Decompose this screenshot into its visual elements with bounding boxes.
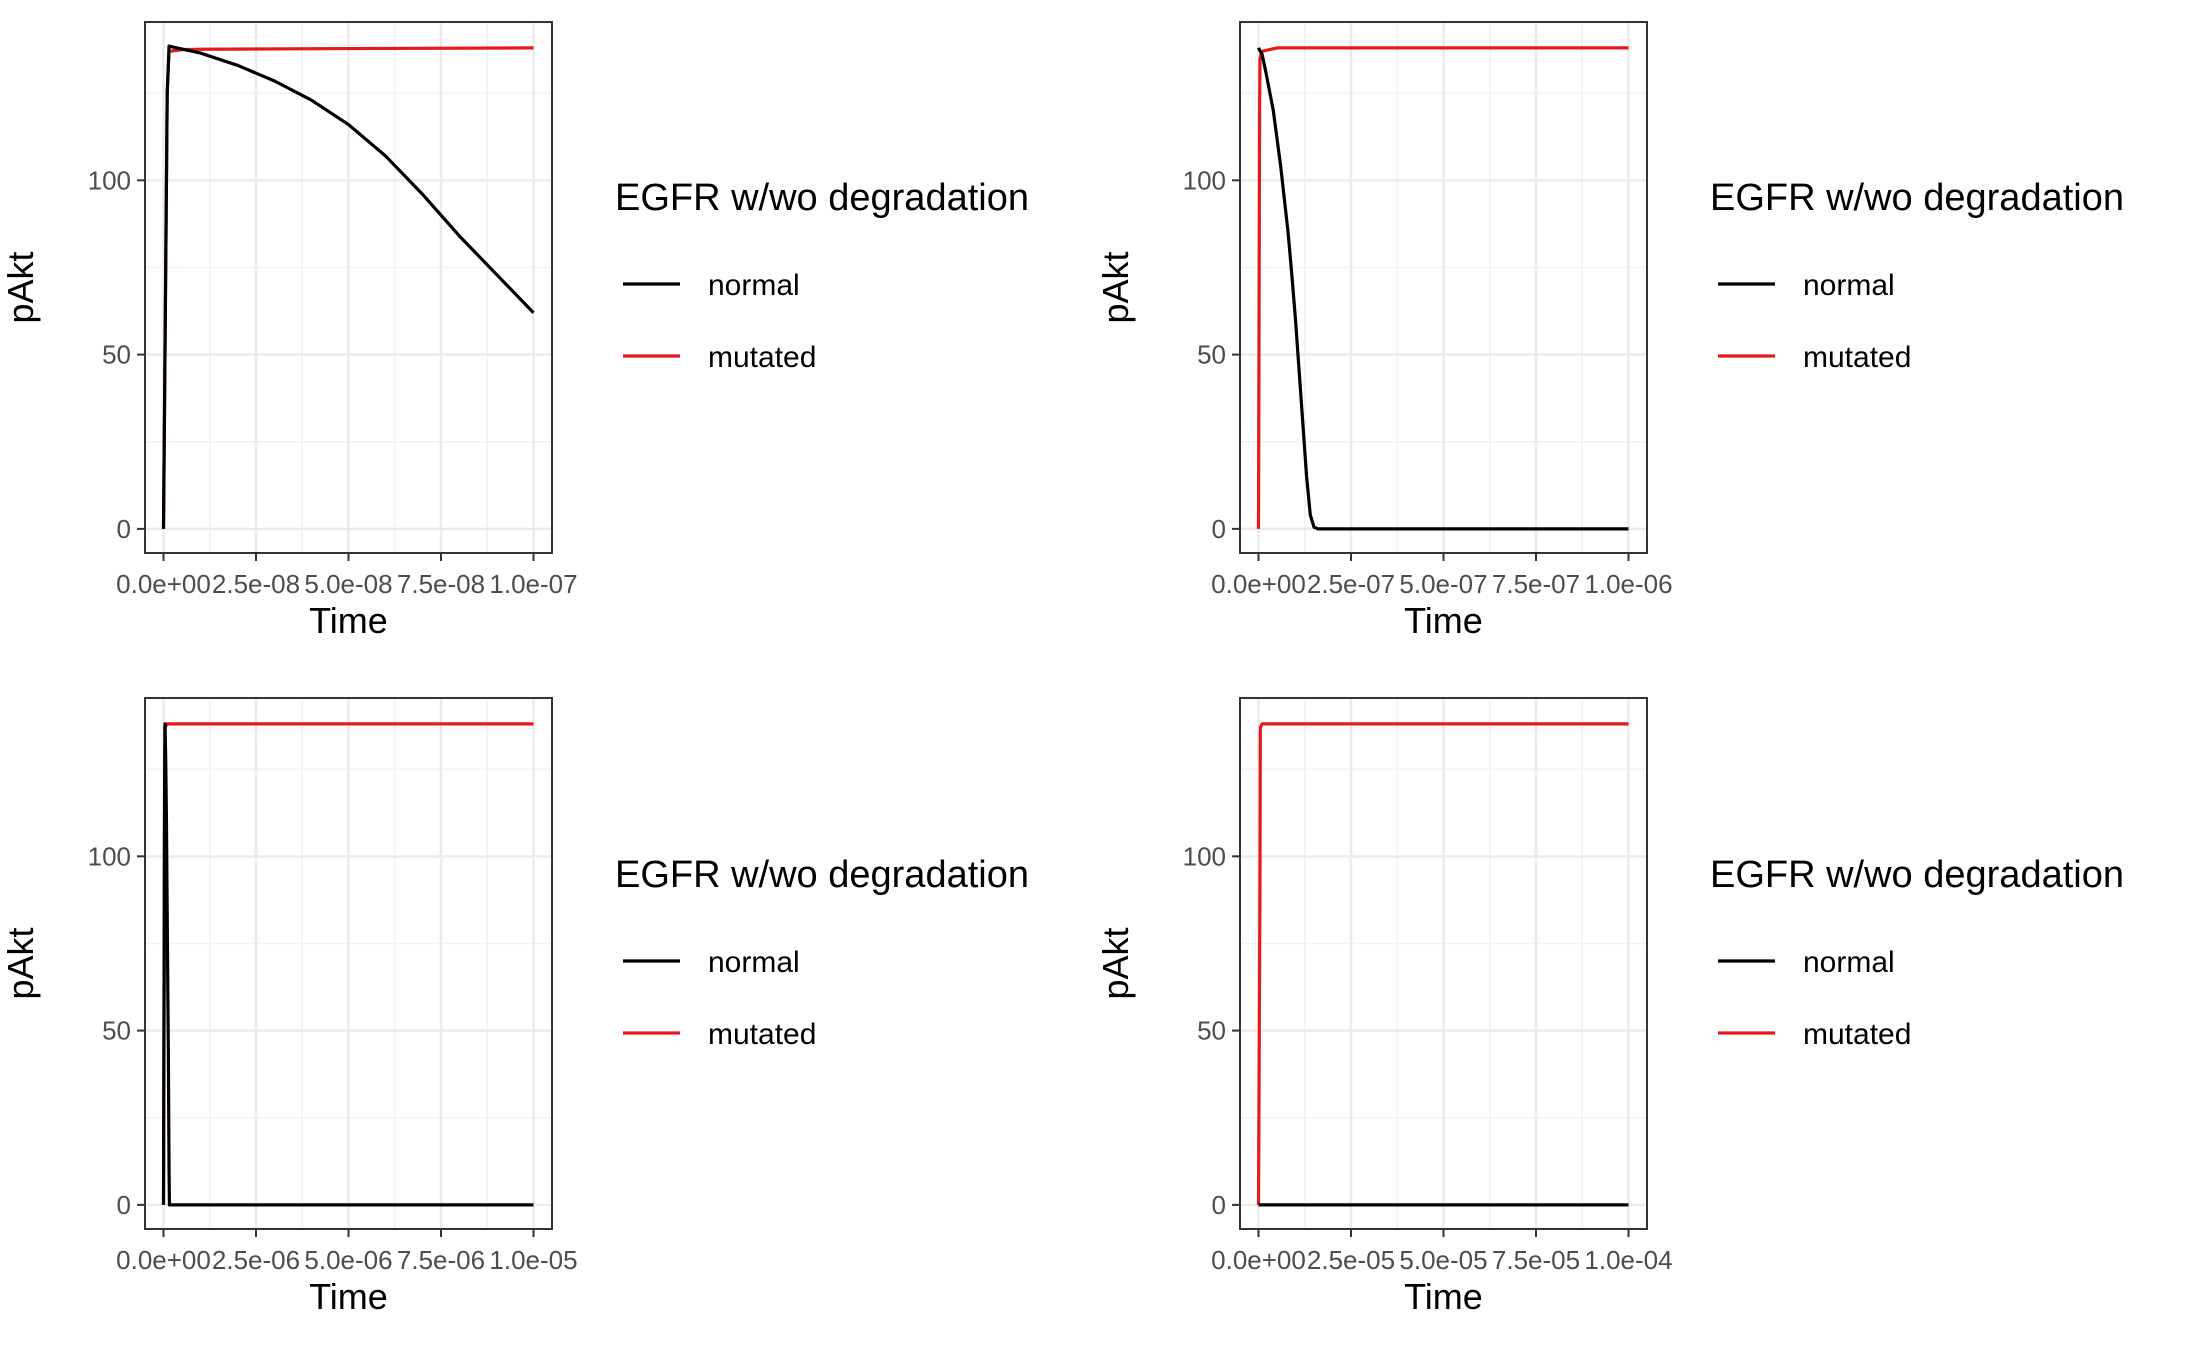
x-tick-label: 0.0e+00 xyxy=(116,1245,211,1275)
legend-label-mutated: mutated xyxy=(1803,1018,1911,1051)
y-tick-label: 0 xyxy=(1212,514,1226,544)
legend-label-normal: normal xyxy=(708,269,800,302)
x-tick-label: 5.0e-06 xyxy=(304,1245,392,1275)
x-axis-title: Time xyxy=(1404,600,1483,641)
chart-panel-4: 0.0e+00 2.5e-05 5.0e-05 7.5e-05 1.0e-04 0 50 10… xyxy=(1095,697,2124,1317)
legend-label-mutated: mutated xyxy=(708,341,816,374)
y-tick-label: 50 xyxy=(102,1016,131,1046)
y-tick-label: 50 xyxy=(1197,1016,1226,1046)
x-axis-title: Time xyxy=(309,1276,388,1317)
legend: EGFR w/wo degradation normal mutated xyxy=(615,854,1029,1051)
legend-label-mutated: mutated xyxy=(708,1018,816,1051)
x-tick-label: 1.0e-07 xyxy=(489,569,577,599)
y-tick-label: 100 xyxy=(88,841,131,871)
y-tick-label: 0 xyxy=(117,1190,131,1220)
y-tick-label: 50 xyxy=(102,340,131,370)
x-tick-label: 5.0e-05 xyxy=(1399,1245,1487,1275)
legend-title: EGFR w/wo degradation xyxy=(1710,854,2124,896)
x-tick-label: 0.0e+00 xyxy=(1211,569,1306,599)
x-axis-title: Time xyxy=(309,600,388,641)
x-tick-label: 7.5e-06 xyxy=(397,1245,485,1275)
x-tick-label: 0.0e+00 xyxy=(1211,1245,1306,1275)
y-axis-title: pAkt xyxy=(0,927,41,999)
x-tick-label: 1.0e-04 xyxy=(1584,1245,1672,1275)
x-tick-label: 5.0e-08 xyxy=(304,569,392,599)
series-line-normal xyxy=(161,722,534,1207)
x-tick-label: 5.0e-07 xyxy=(1399,569,1487,599)
legend: EGFR w/wo degradation normal mutated xyxy=(1710,177,2124,374)
series-line-normal xyxy=(161,44,535,529)
series-line-mutated xyxy=(1256,722,1629,1205)
legend-label-mutated: mutated xyxy=(1803,341,1911,374)
y-tick-label: 100 xyxy=(1183,841,1226,871)
legend-title: EGFR w/wo degradation xyxy=(615,854,1029,896)
chart-panel-2: 0.0e+00 2.5e-07 5.0e-07 7.5e-07 1.0e-06 0 50 10… xyxy=(1095,21,2124,641)
y-tick-label: 0 xyxy=(117,514,131,544)
x-tick-label: 2.5e-07 xyxy=(1307,569,1395,599)
legend-label-normal: normal xyxy=(708,946,800,979)
legend-label-normal: normal xyxy=(1803,269,1895,302)
x-tick-label: 7.5e-05 xyxy=(1492,1245,1580,1275)
legend-title: EGFR w/wo degradation xyxy=(1710,177,2124,219)
x-tick-label: 2.5e-06 xyxy=(212,1245,300,1275)
y-tick-label: 0 xyxy=(1212,1190,1226,1220)
series-line-normal xyxy=(1257,47,1629,531)
y-axis-title: pAkt xyxy=(0,251,41,323)
legend-label-normal: normal xyxy=(1803,946,1895,979)
legend-title: EGFR w/wo degradation xyxy=(615,177,1029,219)
legend: EGFR w/wo degradation normal mutated xyxy=(615,177,1029,374)
x-tick-label: 7.5e-08 xyxy=(397,569,485,599)
x-tick-label: 1.0e-06 xyxy=(1584,569,1672,599)
chart-panel-3: 0.0e+00 2.5e-06 5.0e-06 7.5e-06 1.0e-05 0 50 10… xyxy=(0,697,1029,1317)
x-tick-label: 7.5e-07 xyxy=(1492,569,1580,599)
y-tick-label: 100 xyxy=(88,165,131,195)
y-axis-title: pAkt xyxy=(1095,251,1136,323)
legend: EGFR w/wo degradation normal mutated xyxy=(1710,854,2124,1051)
y-tick-label: 100 xyxy=(1183,165,1226,195)
chart-panel-1: 0.0e+00 2.5e-08 5.0e-08 7.5e-08 1.0e-07 0 50 10… xyxy=(0,21,1029,641)
x-tick-label: 0.0e+00 xyxy=(116,569,211,599)
y-axis-title: pAkt xyxy=(1095,927,1136,999)
x-tick-label: 1.0e-05 xyxy=(489,1245,577,1275)
x-tick-label: 2.5e-05 xyxy=(1307,1245,1395,1275)
x-tick-label: 2.5e-08 xyxy=(212,569,300,599)
y-tick-label: 50 xyxy=(1197,340,1226,370)
x-axis-title: Time xyxy=(1404,1276,1483,1317)
